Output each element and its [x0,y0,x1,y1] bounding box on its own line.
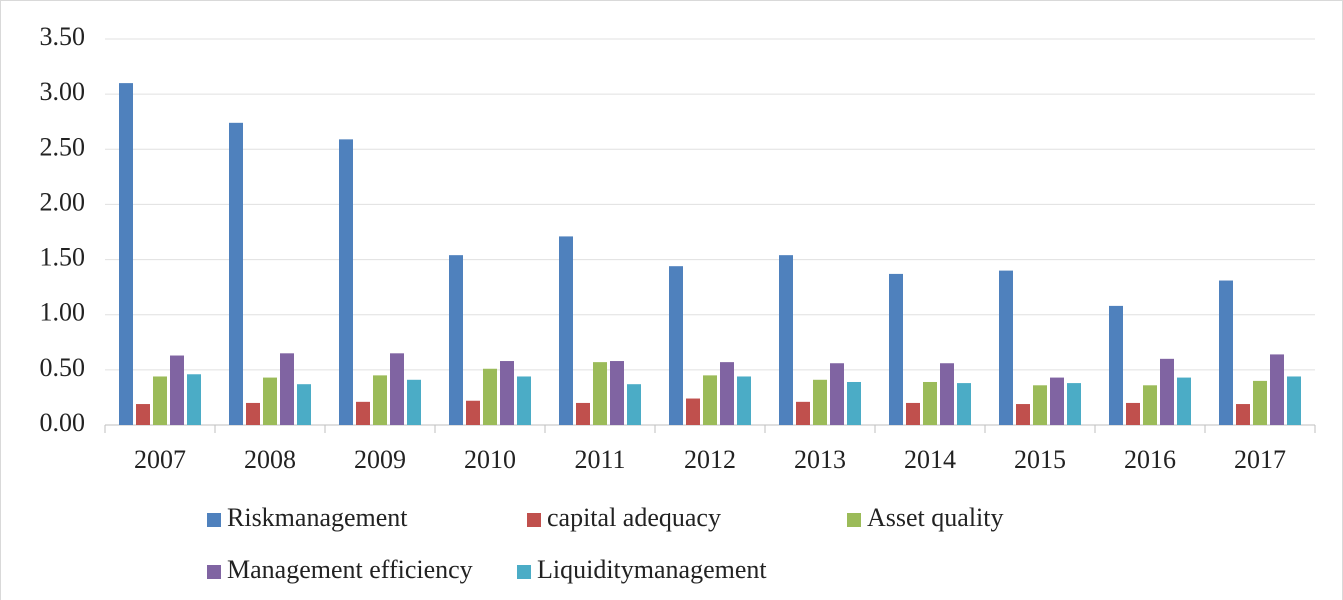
bar [407,379,421,425]
y-tick-label: 3.50 [40,22,86,51]
bar [500,361,514,425]
bar [1067,383,1081,425]
bar [153,376,167,425]
bar [1033,385,1047,425]
bar [923,381,937,425]
x-tick-label: 2011 [574,445,625,474]
bar [847,381,861,425]
bar [449,255,463,425]
bar [999,270,1013,425]
legend-label: Asset quality [867,503,1004,532]
bar [559,236,573,425]
bar [957,383,971,425]
x-tick-label: 2014 [904,445,956,474]
x-tick-label: 2010 [464,445,516,474]
bar [737,376,751,425]
bar [297,384,311,425]
x-tick-label: 2009 [354,445,406,474]
bar [466,400,480,425]
bar [1050,377,1064,425]
legend-swatch [207,565,221,579]
bar [1253,380,1267,425]
bar [1109,305,1123,425]
x-tick-label: 2016 [1124,445,1176,474]
bar [813,379,827,425]
bar [686,398,700,425]
bar [170,355,184,425]
bar [1126,402,1140,425]
bar [390,353,404,425]
x-tick-label: 2015 [1014,445,1066,474]
y-tick-label: 1.00 [40,298,86,327]
x-tick-label: 2007 [134,445,186,474]
bar [593,362,607,425]
y-tick-label: 0.00 [40,408,86,437]
bar [1270,354,1284,425]
legend-swatch [207,513,221,527]
legend-label: Management efficiency [227,555,473,584]
bar [610,361,624,425]
bar [136,404,150,425]
bar [187,374,201,425]
bar [627,384,641,425]
bar [229,122,243,426]
y-tick-label: 2.50 [40,132,86,161]
bar [889,273,903,425]
legend-label: Liquiditymanagement [537,555,767,584]
bar [1236,404,1250,425]
bar [119,83,133,425]
bar [779,255,793,425]
bar [906,402,920,425]
bar [1016,404,1030,425]
bar [796,401,810,425]
bar [940,363,954,425]
bar [1177,377,1191,425]
x-tick-label: 2017 [1234,445,1286,474]
legend-swatch [847,513,861,527]
bar [703,375,717,425]
bar [576,402,590,425]
bar [1219,280,1233,425]
bar [1287,376,1301,425]
legend-swatch [527,513,541,527]
bar [339,139,353,426]
bar [1143,385,1157,425]
bar [830,363,844,425]
bar [246,402,260,425]
x-tick-label: 2013 [794,445,846,474]
legend-label: capital adequacy [547,503,721,532]
bar [720,362,734,425]
bar [517,376,531,425]
bar [356,401,370,425]
bar [373,375,387,425]
bar [263,377,277,425]
y-tick-label: 2.00 [40,187,86,216]
legend-swatch [517,565,531,579]
bar [483,368,497,425]
bar [280,353,294,425]
legend-label: Riskmanagement [227,503,408,532]
y-tick-label: 3.00 [40,77,86,106]
bar [669,266,683,425]
y-tick-label: 1.50 [40,243,86,272]
y-tick-label: 0.50 [40,353,86,382]
x-tick-label: 2012 [684,445,736,474]
bar [1160,358,1174,425]
x-tick-label: 2008 [244,445,296,474]
